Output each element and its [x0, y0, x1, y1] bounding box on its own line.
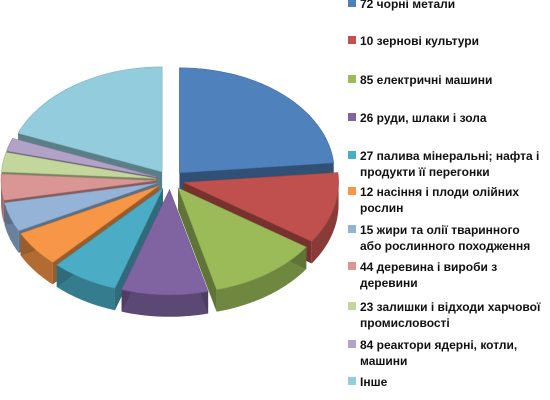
- legend-label: деревини: [360, 276, 418, 290]
- pie-slice-9: [1, 152, 157, 179]
- pie-slice-side: [311, 182, 339, 264]
- legend-marker: [348, 225, 356, 233]
- legend-label: 72 чорні метали: [360, 0, 455, 11]
- pie-slice-10: [6, 137, 157, 178]
- pie-slice-11: [17, 66, 163, 173]
- legend: 72 чорні метали 10 зернові культури 85 еле…: [348, 0, 541, 389]
- pie-slice-side: [121, 289, 209, 317]
- legend-marker: [348, 377, 356, 385]
- legend-marker: [348, 113, 356, 121]
- legend-marker: [348, 187, 356, 195]
- legend-marker: [348, 0, 356, 7]
- pie-slice-tops: [0, 66, 339, 296]
- legend-label: машини: [360, 354, 407, 368]
- legend-label: продукти її перегонки: [360, 165, 490, 179]
- pie-slice-6: [20, 185, 159, 263]
- legend-label: 85 електричні машини: [360, 73, 492, 87]
- pie-slice-1: [179, 67, 335, 174]
- legend-label: 84 реактори ядерні, котли,: [360, 338, 517, 352]
- legend-label: 12 насіння і плоди олійних: [360, 185, 519, 199]
- legend-marker: [348, 75, 356, 83]
- pie-slice-4: [121, 189, 209, 296]
- legend-label: 26 руди, шлаки і зола: [360, 111, 487, 125]
- pie-slice-5: [56, 188, 164, 289]
- pie-slice-edge: [178, 188, 217, 312]
- legend-marker: [348, 151, 356, 159]
- legend-marker: [348, 302, 356, 310]
- legend-label: 27 палива мінеральні; нафта і: [360, 149, 539, 163]
- legend-label: Інше: [360, 375, 388, 389]
- pie-slice-side: [216, 247, 307, 312]
- pie-slice-7: [4, 182, 157, 232]
- legend-label: 10 зернові культури: [360, 34, 479, 48]
- legend-label: 44 деревина і вироби з: [360, 260, 497, 274]
- legend-marker: [348, 262, 356, 270]
- pie-slice-2: [183, 172, 339, 242]
- legend-marker: [348, 36, 356, 44]
- legend-label: або рослинного походження: [360, 239, 530, 253]
- legend-label: рослин: [360, 201, 403, 215]
- pie-slice-3: [177, 187, 307, 291]
- legend-label: 23 залишки і відходи харчової: [360, 300, 541, 314]
- legend-label: 15 жири та олії тваринного: [360, 223, 520, 237]
- legend-marker: [348, 340, 356, 348]
- legend-label: промисловості: [360, 316, 450, 330]
- pie-slice-8: [0, 173, 157, 201]
